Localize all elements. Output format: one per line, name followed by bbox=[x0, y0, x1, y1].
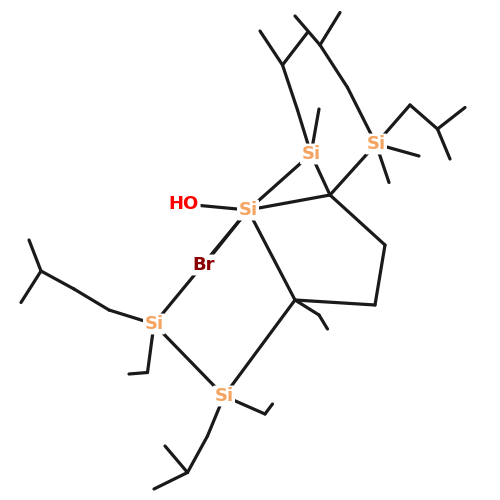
Text: Si: Si bbox=[144, 315, 164, 333]
Text: Br: Br bbox=[193, 256, 215, 274]
Text: HO: HO bbox=[169, 195, 199, 213]
Text: Si: Si bbox=[302, 145, 320, 163]
Text: Si: Si bbox=[214, 387, 234, 405]
Text: Si: Si bbox=[366, 135, 386, 153]
Text: Si: Si bbox=[238, 201, 258, 219]
